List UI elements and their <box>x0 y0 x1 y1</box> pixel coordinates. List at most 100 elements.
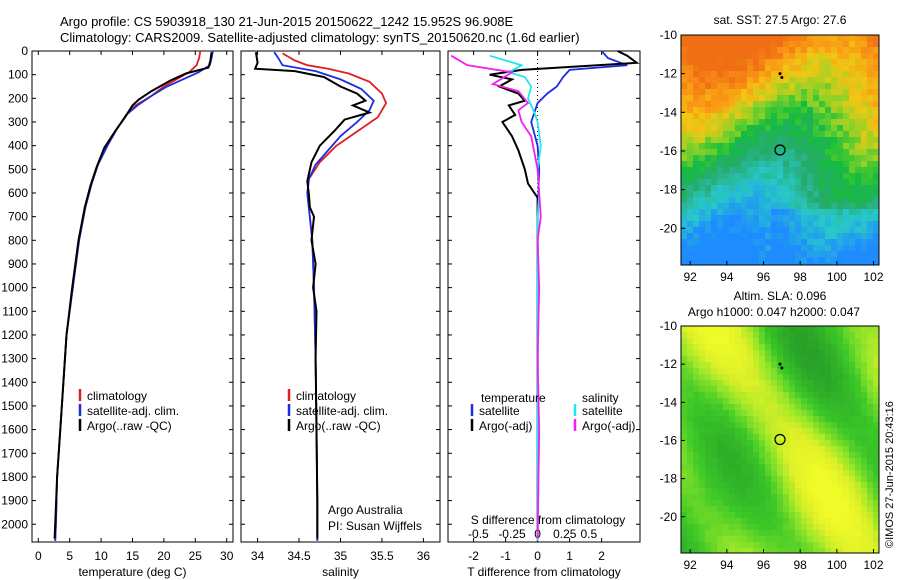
map-cell <box>705 386 711 392</box>
map-cell <box>819 422 825 428</box>
map-cell <box>855 410 861 416</box>
map-cell <box>825 83 831 89</box>
map-cell <box>681 368 687 374</box>
map-cell <box>843 536 849 542</box>
map-cell <box>867 356 873 362</box>
map-cell <box>867 506 873 512</box>
map-cell <box>693 77 699 83</box>
map-cell <box>693 167 699 173</box>
map-cell <box>861 452 867 458</box>
map-cell <box>747 356 753 362</box>
map-cell <box>771 536 777 542</box>
map-cell <box>867 362 873 368</box>
map-cell <box>789 143 795 149</box>
map-cell <box>849 458 855 464</box>
map-cell <box>783 257 789 263</box>
map-cell <box>783 410 789 416</box>
map-cell <box>759 380 765 386</box>
map-cell <box>741 422 747 428</box>
map-cell <box>765 410 771 416</box>
map-cell <box>849 494 855 500</box>
map-cell <box>759 173 765 179</box>
map-cell <box>795 245 801 251</box>
map-cell <box>777 257 783 263</box>
map-cell <box>729 332 735 338</box>
map-cell <box>705 500 711 506</box>
map-cell <box>837 446 843 452</box>
map-cell <box>867 428 873 434</box>
map-cell <box>813 542 819 548</box>
map-cell <box>789 125 795 131</box>
map-cell <box>741 83 747 89</box>
map-cell <box>795 440 801 446</box>
map-cell <box>759 536 765 542</box>
map-cell <box>723 167 729 173</box>
map-cell <box>831 179 837 185</box>
map-cell <box>873 191 879 197</box>
map-cell <box>837 107 843 113</box>
map-cell <box>831 101 837 107</box>
map-cell <box>717 161 723 167</box>
map-cell <box>795 446 801 452</box>
map-cell <box>729 368 735 374</box>
map-cell <box>819 53 825 59</box>
map-cell <box>771 362 777 368</box>
map-cell <box>759 482 765 488</box>
map-cell <box>807 167 813 173</box>
map-cell <box>795 251 801 257</box>
map-cell <box>843 65 849 71</box>
map-cell <box>783 434 789 440</box>
map-cell <box>849 191 855 197</box>
map-cell <box>813 257 819 263</box>
map-cell <box>741 71 747 77</box>
map-cell <box>873 221 879 227</box>
map-cell <box>819 95 825 101</box>
map-cell <box>747 500 753 506</box>
map-cell <box>855 107 861 113</box>
map-cell <box>855 125 861 131</box>
map-cell <box>783 362 789 368</box>
map-cell <box>855 137 861 143</box>
map-cell <box>825 221 831 227</box>
map-cell <box>813 332 819 338</box>
map-cell <box>825 53 831 59</box>
map-cell <box>825 494 831 500</box>
legend-label: satellite-adj. clim. <box>87 404 179 418</box>
map-cell <box>795 470 801 476</box>
map-cell <box>777 482 783 488</box>
map-cell <box>819 530 825 536</box>
map-cell <box>705 488 711 494</box>
map-cell <box>837 386 843 392</box>
map-cell <box>759 149 765 155</box>
map-cell <box>771 428 777 434</box>
map-cell <box>741 77 747 83</box>
map-cell <box>777 53 783 59</box>
map-cell <box>783 101 789 107</box>
map-cell <box>729 83 735 89</box>
map-cell <box>873 41 879 47</box>
map-cell <box>699 470 705 476</box>
map-cell <box>849 380 855 386</box>
map-cell <box>795 83 801 89</box>
map-cell <box>693 428 699 434</box>
map-cell <box>693 137 699 143</box>
map-cell <box>789 251 795 257</box>
map-cell <box>717 221 723 227</box>
map-cell <box>771 386 777 392</box>
map-y-tick-label: -16 <box>660 144 678 158</box>
map-cell <box>837 89 843 95</box>
map-cell <box>795 53 801 59</box>
map-cell <box>687 71 693 77</box>
track-point <box>778 362 782 366</box>
map-cell <box>867 494 873 500</box>
map-cell <box>813 452 819 458</box>
map-cell <box>801 263 807 265</box>
map-cell <box>819 89 825 95</box>
map-cell <box>705 137 711 143</box>
map-cell <box>729 47 735 53</box>
map-cell <box>801 446 807 452</box>
map-cell <box>861 125 867 131</box>
map-cell <box>849 161 855 167</box>
map-cell <box>717 542 723 548</box>
map-cell <box>693 488 699 494</box>
